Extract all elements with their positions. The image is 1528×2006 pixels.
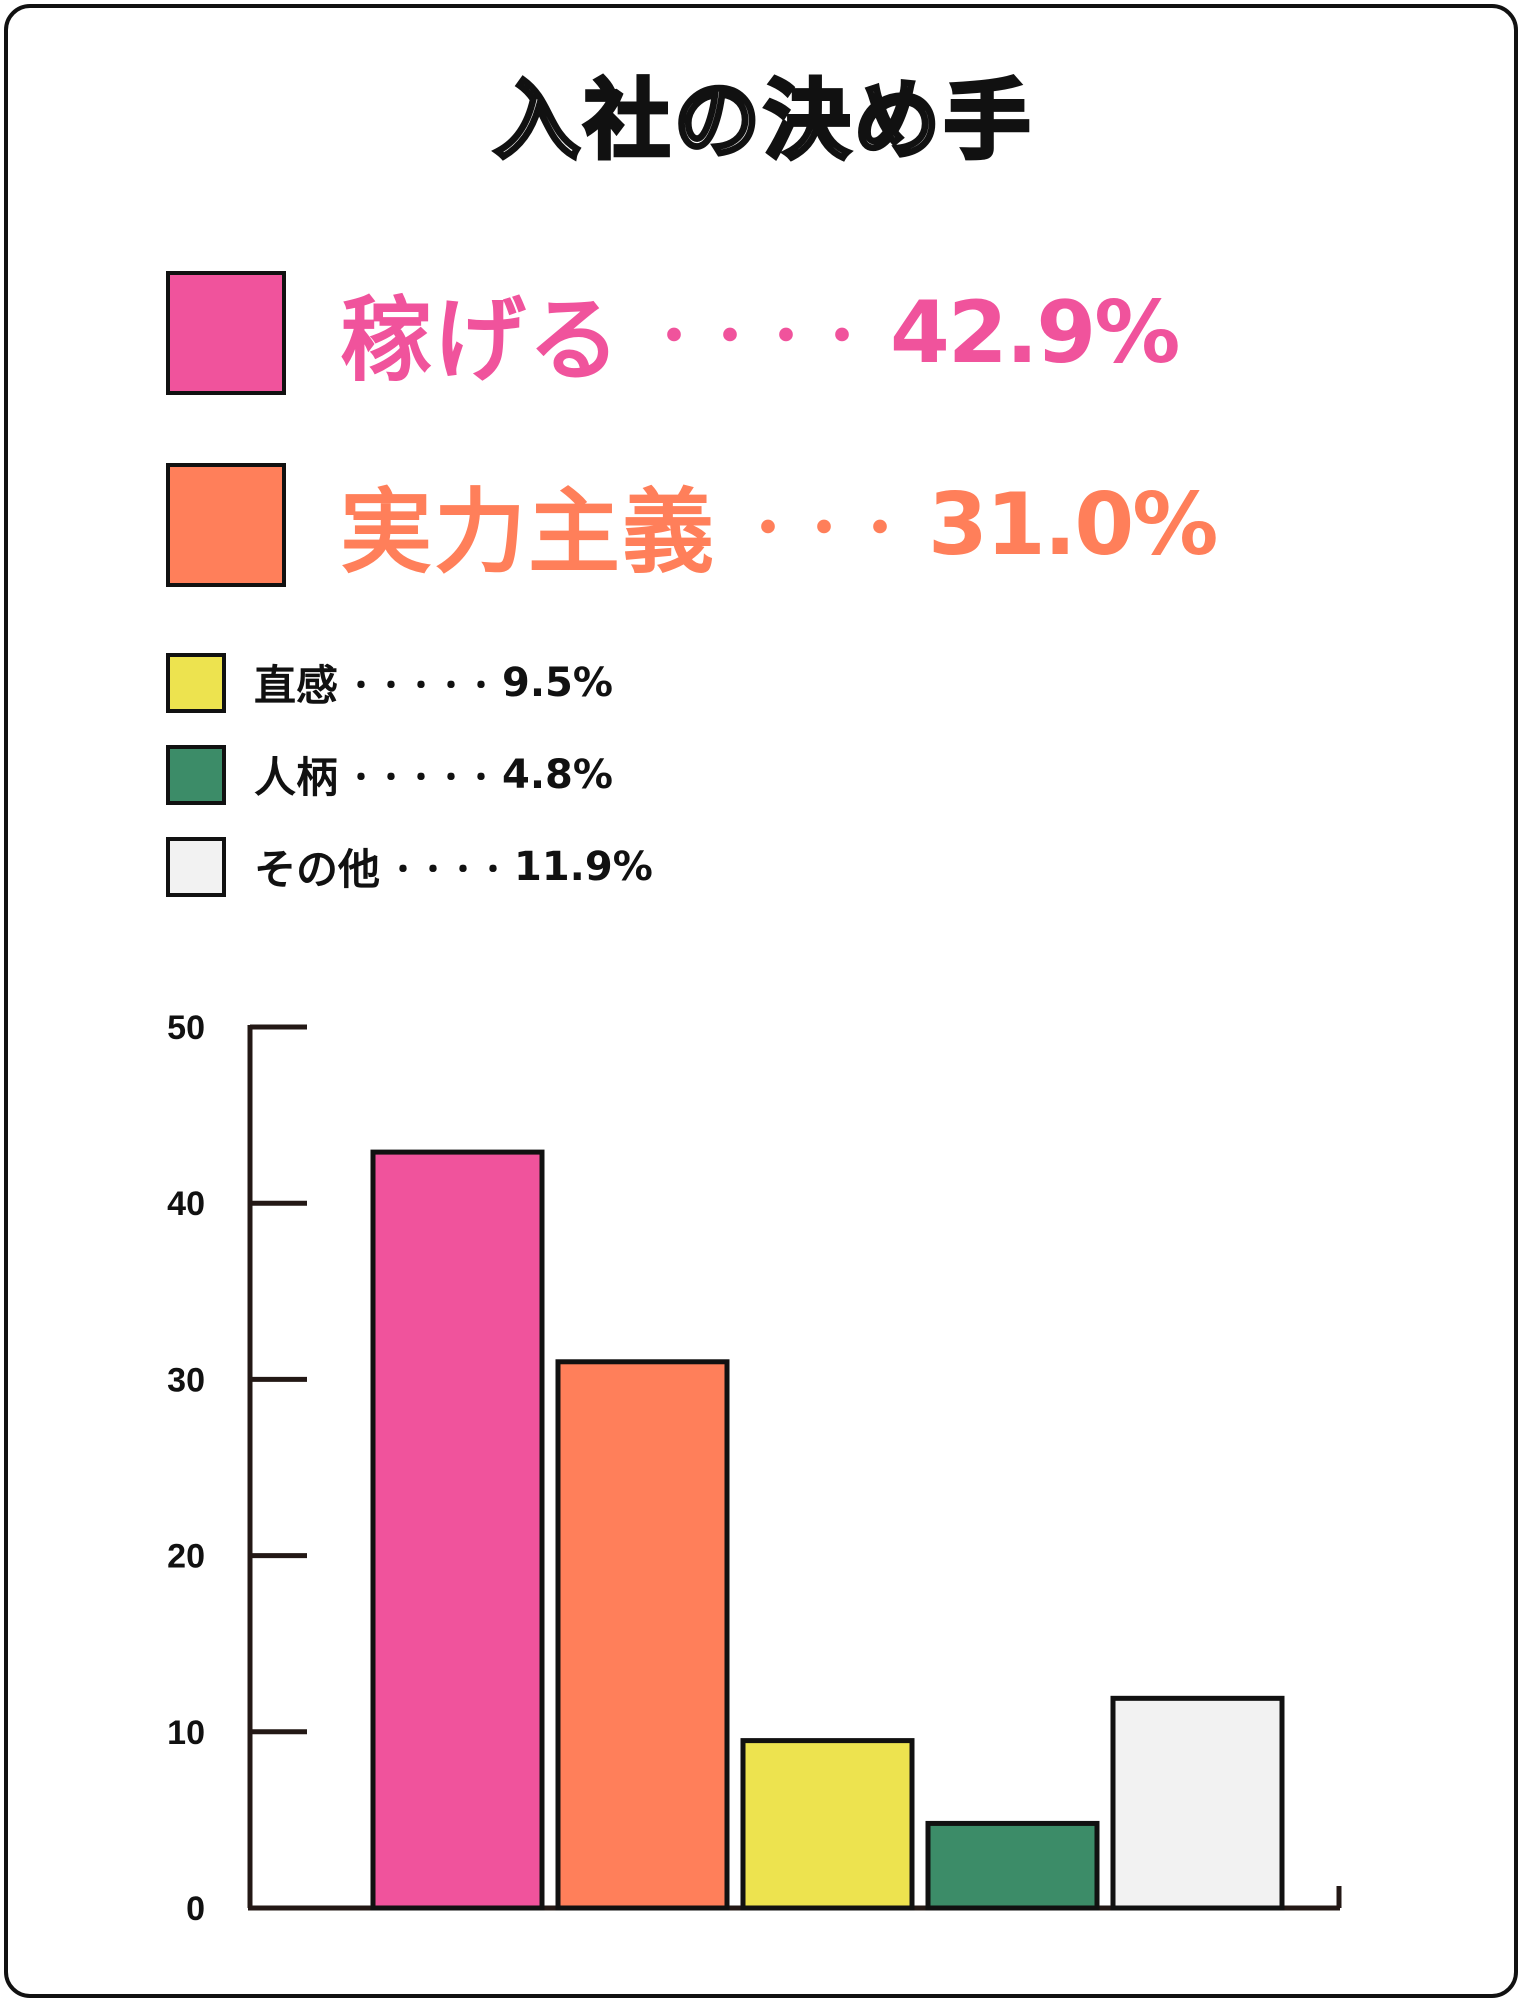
- legend-leader-dots: ・・・・・: [346, 760, 497, 796]
- legend-leader-dots: ・・・: [740, 497, 909, 562]
- legend-value: 31.0%: [928, 474, 1218, 575]
- legend-item-sonota: その他 ・・・・ 11.9%: [166, 836, 653, 897]
- chart-title: 入社の決め手: [492, 71, 1034, 171]
- legend-label: 実力主義: [340, 479, 717, 586]
- legend-item-jitsuryoku: 実力主義 ・・・ 31.0%: [166, 458, 1218, 591]
- legend-swatch: [166, 836, 226, 897]
- bar-3: [740, 1738, 915, 1911]
- legend-value: 9.5%: [502, 659, 613, 706]
- legend-leader-dots: ・・・・・: [346, 668, 497, 704]
- y-tick-label: 10: [167, 1714, 205, 1752]
- legend-swatch: [166, 462, 286, 587]
- legend-leader-dots: ・・・・: [646, 305, 871, 370]
- legend-item-chokkan: 直感 ・・・・・ 9.5%: [166, 652, 613, 713]
- legend-label: 直感: [254, 661, 339, 710]
- y-tick-label: 20: [167, 1538, 205, 1576]
- legend-swatch: [166, 652, 226, 713]
- legend-item-hitogara: 人柄 ・・・・・ 4.8%: [166, 744, 613, 805]
- bar-1: [370, 1149, 545, 1911]
- legend-item-kasegeru: 稼げる ・・・・ 42.9%: [166, 266, 1180, 399]
- legend-label: 人柄: [254, 753, 339, 802]
- bar-2: [555, 1359, 730, 1911]
- bar-4: [925, 1820, 1100, 1911]
- legend-swatch: [166, 270, 286, 395]
- legend-leader-dots: ・・・・: [388, 852, 509, 888]
- bar-5: [1110, 1695, 1285, 1911]
- legend-value: 42.9%: [890, 282, 1180, 383]
- legend-value: 11.9%: [514, 843, 653, 890]
- legend-value: 4.8%: [502, 751, 613, 798]
- y-tick-label: 0: [186, 1890, 205, 1928]
- y-tick-label: 50: [167, 1009, 205, 1047]
- legend-label: 稼げる: [340, 287, 623, 394]
- y-tick-label: 40: [167, 1185, 205, 1223]
- y-tick-label: 30: [167, 1361, 205, 1399]
- legend-swatch: [166, 744, 226, 805]
- legend-label: その他: [254, 845, 381, 894]
